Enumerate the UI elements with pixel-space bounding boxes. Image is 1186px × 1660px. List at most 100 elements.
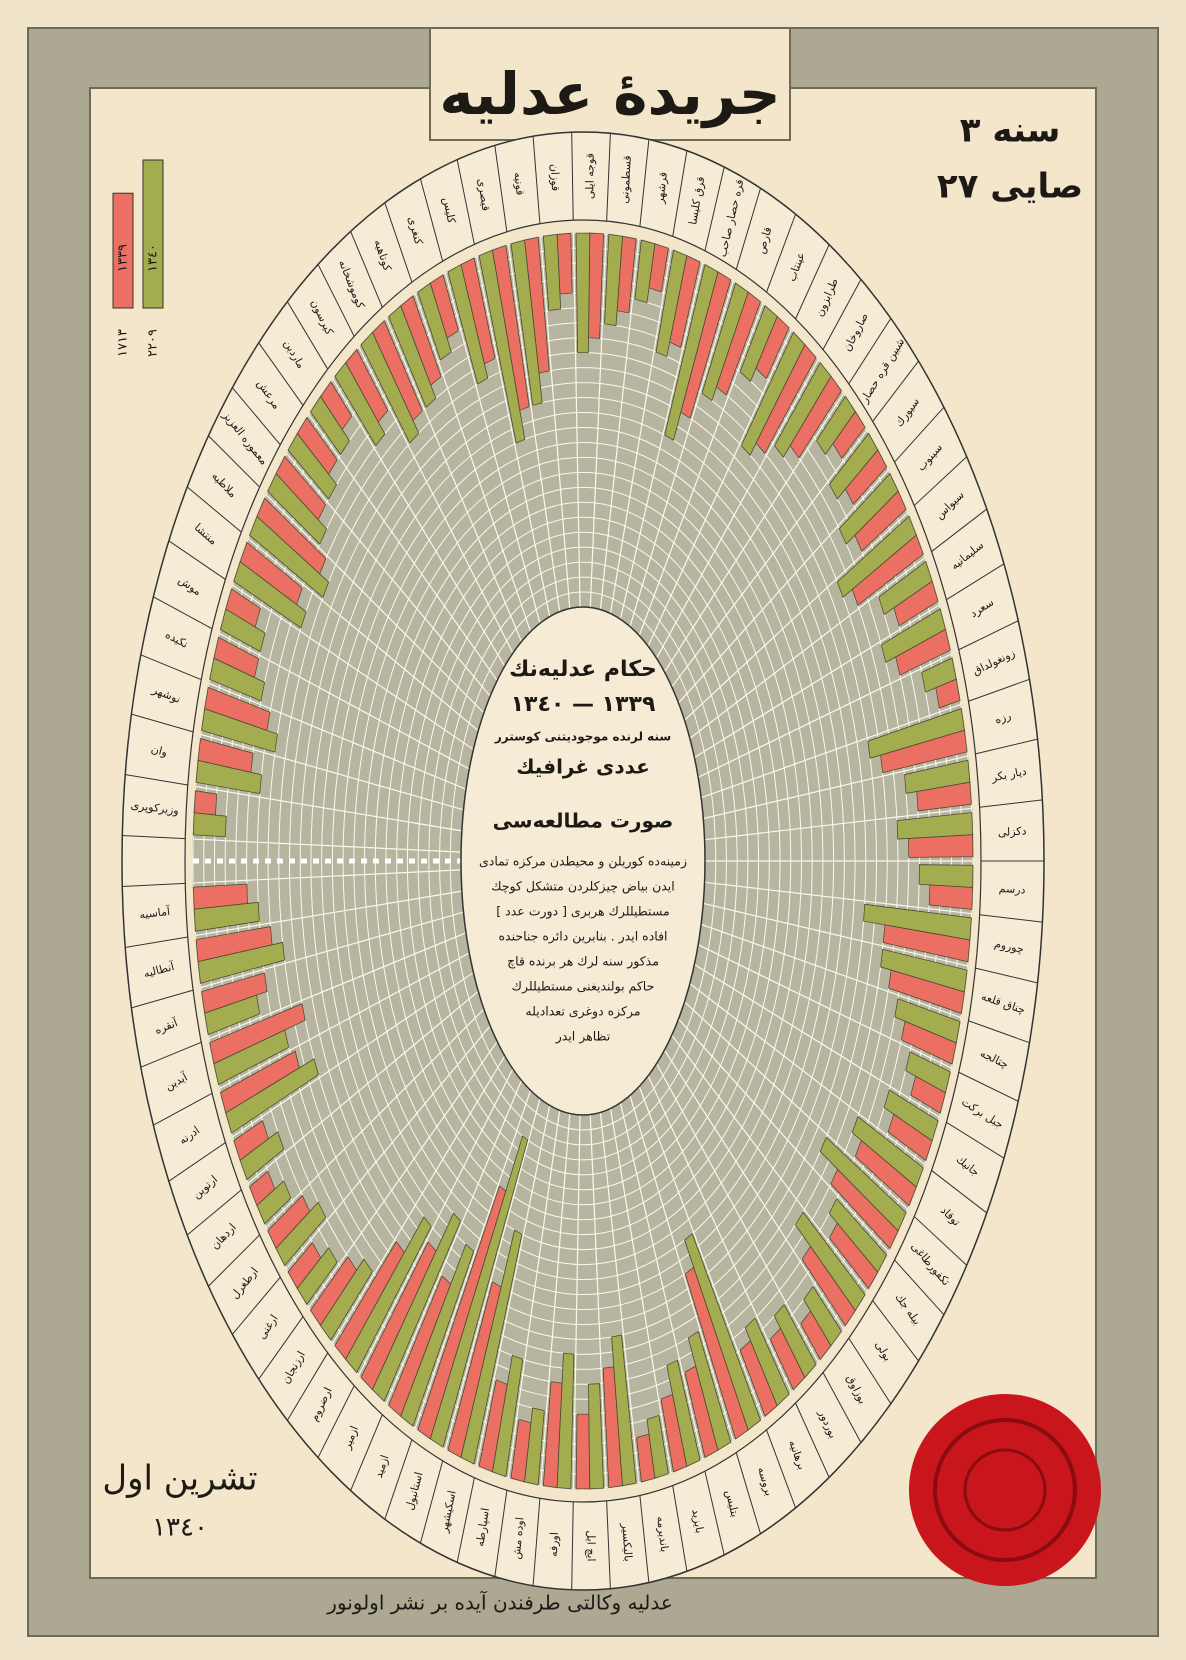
label-divider — [384, 1439, 413, 1520]
grid-spoke — [358, 346, 514, 654]
bar — [687, 1330, 732, 1451]
bar — [904, 759, 971, 794]
category-label: آماسيه — [139, 904, 172, 922]
title-box — [429, 27, 791, 141]
grid-spoke — [647, 329, 792, 647]
bar — [491, 1354, 524, 1478]
bar — [510, 239, 543, 407]
label-divider — [704, 1471, 725, 1556]
category-label: باليكسير — [619, 1522, 634, 1562]
category-label: چوروم — [993, 937, 1025, 956]
grid-spoke — [671, 1034, 868, 1293]
label-divider — [532, 136, 541, 224]
grid-spoke — [671, 429, 868, 688]
grid-spoke — [689, 983, 925, 1165]
label-divider — [672, 1485, 688, 1572]
category-label: رزه — [993, 709, 1013, 727]
bar — [795, 1211, 866, 1312]
grid-spoke — [638, 1086, 764, 1419]
center-paragraph: زمينه‌ده كوريلن و محيطدن مركزه تمادى — [479, 854, 687, 870]
center-heading: صورت مطالعه‌سى — [493, 809, 674, 833]
grid-spoke — [475, 1105, 551, 1466]
label-divider — [606, 133, 611, 222]
label-divider — [286, 301, 329, 370]
bar — [417, 282, 452, 361]
bar — [209, 1003, 306, 1065]
label-divider — [494, 145, 508, 232]
bar — [197, 941, 286, 984]
grid-spoke — [232, 972, 474, 1138]
bar — [371, 1212, 462, 1402]
center-paragraph: تظاهر ايدر — [555, 1029, 611, 1045]
label-divider — [848, 1337, 892, 1404]
grid-spoke — [195, 890, 462, 937]
grid-spoke — [704, 807, 972, 841]
bar — [838, 472, 899, 545]
category-label: اوده مش — [510, 1516, 527, 1559]
label-divider — [317, 264, 355, 337]
bar — [744, 1317, 790, 1407]
month: تشرين اول — [102, 1459, 257, 1499]
grid-spoke — [663, 393, 844, 673]
bar — [634, 239, 656, 304]
label-divider — [168, 540, 226, 580]
label-divider — [672, 150, 688, 237]
grid-spoke — [200, 733, 464, 811]
bar — [880, 608, 946, 664]
grid-spoke — [232, 584, 474, 750]
label-divider — [606, 1500, 611, 1589]
label-divider — [384, 202, 413, 283]
label-divider — [795, 1402, 830, 1478]
bar — [664, 263, 719, 441]
grid-spoke — [684, 1001, 908, 1210]
bar — [201, 708, 278, 753]
category-label: كليس — [440, 196, 458, 225]
label-divider — [894, 406, 945, 463]
bar — [239, 1131, 285, 1181]
bar — [296, 1246, 338, 1306]
category-label: قونيه — [512, 172, 527, 196]
bar — [588, 1383, 604, 1490]
bar — [701, 282, 749, 402]
bar — [894, 998, 961, 1044]
bar — [400, 1243, 475, 1427]
grid-spoke — [308, 1041, 498, 1308]
bar — [360, 331, 420, 444]
grid-spoke — [247, 990, 479, 1184]
label-divider — [913, 1216, 967, 1266]
grid-spoke — [694, 604, 940, 758]
grid-spoke — [656, 1063, 819, 1363]
label-divider — [639, 1495, 650, 1583]
grid-spoke — [619, 263, 704, 620]
grid-spoke — [697, 653, 952, 778]
center-paragraph: حاكم بولنديغنى مستطيللرك — [512, 979, 655, 995]
bar — [249, 515, 330, 598]
bar — [213, 1029, 290, 1086]
bar — [542, 233, 562, 312]
label-divider — [350, 1414, 383, 1491]
label-divider — [186, 1189, 242, 1236]
center-paragraph: مركزه دوغرى تعداديله — [525, 1004, 640, 1020]
label-divider — [968, 678, 1030, 702]
bar — [803, 1285, 842, 1347]
category-label: قوجه ايلى — [583, 153, 597, 199]
label-divider — [231, 1276, 281, 1335]
label-divider — [258, 1316, 304, 1380]
grid-spoke — [358, 1068, 514, 1376]
bar — [774, 361, 832, 458]
bar — [575, 1413, 591, 1490]
bar — [556, 1352, 575, 1490]
category-label: وان — [150, 742, 169, 759]
label-divider — [131, 713, 194, 733]
grid-spoke — [507, 244, 561, 612]
grid-spoke — [444, 273, 541, 624]
category-label: قوزان — [548, 164, 562, 192]
grid-spoke — [285, 452, 491, 697]
center-oval — [460, 606, 706, 1116]
bar — [233, 561, 307, 629]
bar — [836, 515, 917, 598]
center-heading: سنه لرنده موجوديتنى كوسترر — [494, 730, 671, 745]
grid-spoke — [247, 538, 479, 732]
category-label: دكزلى — [997, 824, 1027, 839]
